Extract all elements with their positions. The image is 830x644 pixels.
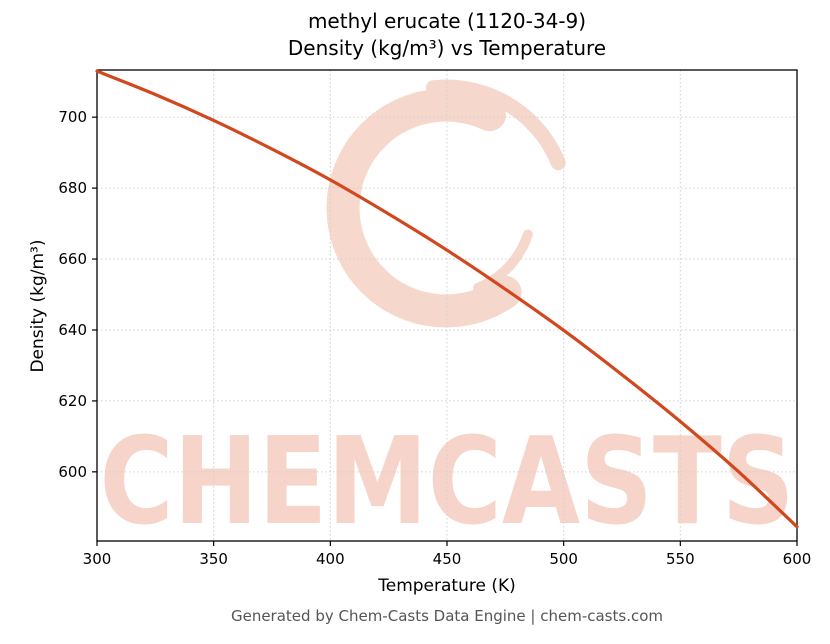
chart-title-line2: Density (kg/m³) vs Temperature — [287, 36, 607, 60]
y-tick-label: 700 — [58, 108, 87, 126]
y-tick-label: 600 — [58, 463, 87, 481]
watermark-logo — [326, 79, 566, 328]
x-tick-label: 400 — [316, 550, 345, 568]
x-axis-label: Temperature (K) — [378, 576, 516, 596]
x-tick-label: 550 — [666, 550, 695, 568]
x-tick-label: 350 — [199, 550, 228, 568]
y-tick-label: 620 — [58, 392, 87, 410]
chart-title-line1: methyl erucate (1120-34-9) — [307, 9, 587, 33]
footer-attribution: Generated by Chem-Casts Data Engine | ch… — [230, 607, 664, 625]
logo-ring-arc — [326, 88, 522, 328]
y-tick-label: 680 — [58, 179, 87, 197]
x-tick-label: 600 — [783, 550, 812, 568]
density-curve — [95, 69, 799, 529]
x-tick-label: 450 — [433, 550, 462, 568]
tick-marks — [92, 116, 798, 546]
y-axis-label: Density (kg/m³) — [28, 239, 48, 373]
y-tick-label: 640 — [58, 321, 87, 339]
x-tick-label: 500 — [549, 550, 578, 568]
y-tick-label: 660 — [58, 250, 87, 268]
x-tick-label: 300 — [83, 550, 112, 568]
logo-tail-swoosh — [425, 79, 566, 171]
logo-inner-accent — [473, 229, 533, 293]
chart-title: methyl erucate (1120-34-9) Density (kg/m… — [97, 8, 797, 62]
